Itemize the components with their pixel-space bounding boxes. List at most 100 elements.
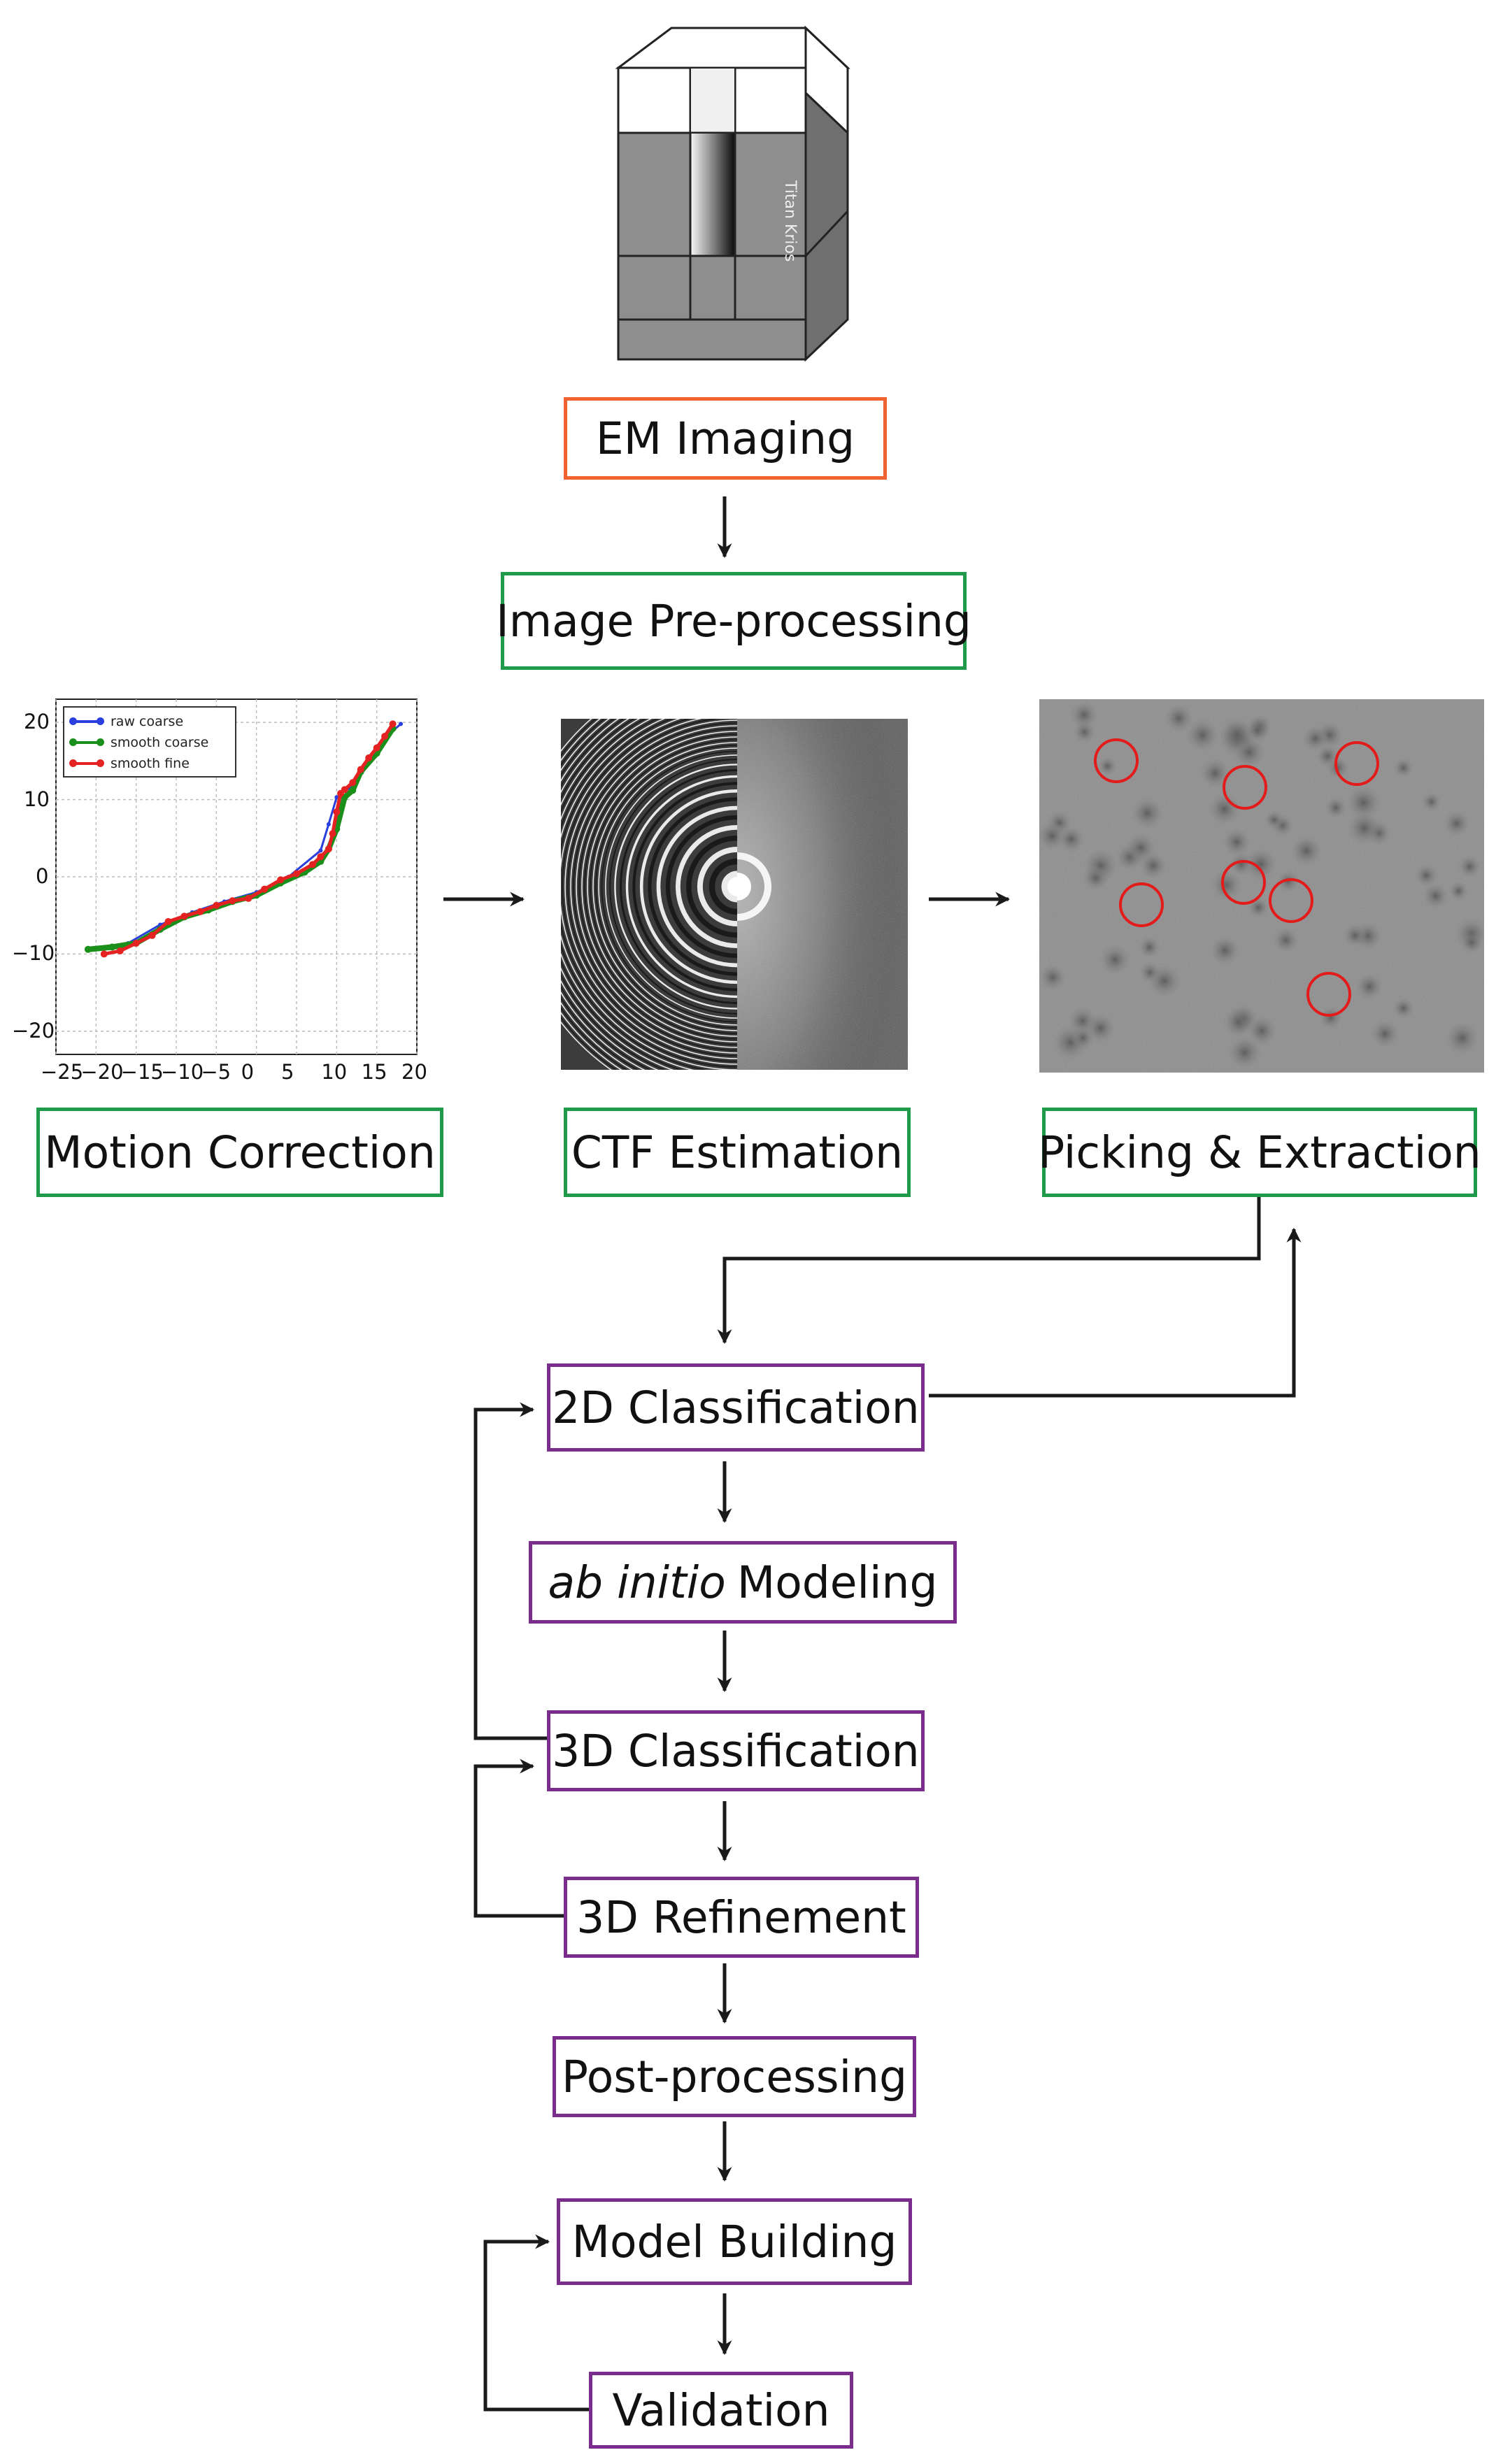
particle bbox=[1324, 796, 1347, 819]
particle bbox=[1445, 1021, 1480, 1056]
ctf-ring bbox=[686, 836, 737, 938]
data-point bbox=[213, 901, 220, 909]
legend-smooth-fine: smooth fine bbox=[111, 756, 190, 771]
data-point bbox=[349, 787, 357, 794]
data-point bbox=[365, 754, 373, 761]
data-point bbox=[389, 720, 397, 728]
data-point bbox=[357, 766, 364, 773]
data-point bbox=[318, 848, 323, 853]
y-tick-label: −10 bbox=[12, 941, 55, 966]
particle bbox=[1326, 756, 1350, 780]
picked-particle-circle bbox=[1306, 972, 1351, 1017]
particle bbox=[1343, 923, 1367, 948]
data-point bbox=[334, 795, 339, 800]
data-point bbox=[308, 861, 316, 868]
particle bbox=[1272, 926, 1299, 954]
x-tick-label: 15 bbox=[361, 1060, 387, 1084]
particle bbox=[1393, 757, 1414, 778]
microscope-label: Titan Krios bbox=[781, 180, 799, 262]
data-point bbox=[293, 870, 300, 878]
x-tick-label: 20 bbox=[401, 1060, 427, 1084]
particle bbox=[1199, 757, 1231, 789]
particle bbox=[1131, 796, 1164, 830]
ctf-ring bbox=[656, 805, 737, 968]
particle bbox=[1458, 854, 1482, 879]
step-picking-extraction: Picking & Extraction bbox=[1038, 1108, 1481, 1197]
particle bbox=[1209, 935, 1241, 966]
data-point bbox=[349, 779, 357, 787]
picked-particle-circle bbox=[1094, 738, 1139, 783]
data-point bbox=[148, 931, 156, 939]
ab-initio-rest: Modeling bbox=[736, 1556, 938, 1608]
particle bbox=[1164, 703, 1194, 733]
particle bbox=[1421, 792, 1442, 812]
arrow-refine-to-3dclass bbox=[473, 1759, 564, 1918]
particle bbox=[1227, 1035, 1262, 1070]
particle bbox=[1414, 864, 1439, 887]
ctf-ring bbox=[605, 754, 737, 1019]
step-motion-correction: Motion Correction bbox=[36, 1108, 443, 1197]
particle bbox=[1448, 880, 1469, 901]
ctf-ring bbox=[697, 846, 737, 927]
ctf-ring bbox=[609, 759, 737, 1015]
ctf-ring bbox=[576, 725, 737, 1048]
particle bbox=[1069, 701, 1099, 730]
step-image-preprocessing: Image Pre-processing bbox=[496, 572, 971, 670]
particle bbox=[1247, 896, 1269, 919]
data-point bbox=[341, 786, 348, 794]
data-point bbox=[325, 845, 332, 853]
ctf-ring bbox=[676, 825, 737, 948]
y-tick-label: 10 bbox=[24, 787, 50, 811]
particle bbox=[1099, 944, 1131, 975]
particle bbox=[1185, 717, 1220, 752]
x-tick-label: 10 bbox=[321, 1060, 348, 1084]
ctf-center bbox=[727, 877, 737, 896]
y-tick-label: −20 bbox=[12, 1018, 55, 1043]
data-point bbox=[329, 830, 336, 838]
y-tick-label: 0 bbox=[36, 864, 49, 888]
data-point bbox=[245, 894, 252, 902]
x-tick-label: −15 bbox=[120, 1060, 164, 1084]
data-point bbox=[399, 722, 404, 726]
data-point bbox=[261, 885, 269, 893]
particle bbox=[1355, 973, 1383, 1001]
picked-particle-circle bbox=[1221, 860, 1266, 905]
x-tick-label: 0 bbox=[241, 1060, 255, 1084]
ctf-ring bbox=[708, 858, 737, 915]
x-tick-label: 5 bbox=[281, 1060, 294, 1084]
particle bbox=[1422, 882, 1449, 910]
x-tick-label: −20 bbox=[80, 1060, 124, 1084]
particle bbox=[1097, 756, 1118, 776]
step-post-processing: Post-processing bbox=[553, 2036, 916, 2117]
particle bbox=[1138, 936, 1161, 959]
particle bbox=[1211, 869, 1243, 901]
arrow-2d-to-picking bbox=[929, 1227, 1302, 1398]
particle bbox=[1319, 1005, 1343, 1030]
ctf-ring bbox=[601, 750, 737, 1023]
particle bbox=[1370, 1019, 1399, 1049]
step-3d-refinement: 3D Refinement bbox=[564, 1877, 919, 1958]
micrograph-image bbox=[1039, 699, 1484, 1073]
particle bbox=[1276, 870, 1299, 893]
step-model-building: Model Building bbox=[557, 2198, 912, 2285]
particle bbox=[1290, 834, 1323, 867]
ctf-ring bbox=[590, 739, 737, 1034]
particle bbox=[1218, 716, 1255, 753]
legend-smooth-coarse: smooth coarse bbox=[111, 735, 209, 750]
particle bbox=[1085, 1012, 1116, 1044]
data-point bbox=[197, 908, 204, 915]
legend-raw-coarse: raw coarse bbox=[111, 714, 184, 729]
particle bbox=[1125, 832, 1157, 864]
particle bbox=[1346, 810, 1382, 846]
arrow-3dclass-to-2d bbox=[473, 1402, 547, 1740]
motion-correction-plot bbox=[55, 699, 418, 1055]
picked-particle-circle bbox=[1269, 878, 1313, 923]
data-point bbox=[180, 912, 188, 920]
step-validation: Validation bbox=[589, 2372, 853, 2449]
particle bbox=[1223, 1006, 1255, 1038]
ctf-ring bbox=[562, 719, 737, 1062]
x-tick-label: −10 bbox=[161, 1060, 204, 1084]
particle bbox=[1073, 720, 1096, 744]
particle bbox=[1208, 792, 1241, 826]
